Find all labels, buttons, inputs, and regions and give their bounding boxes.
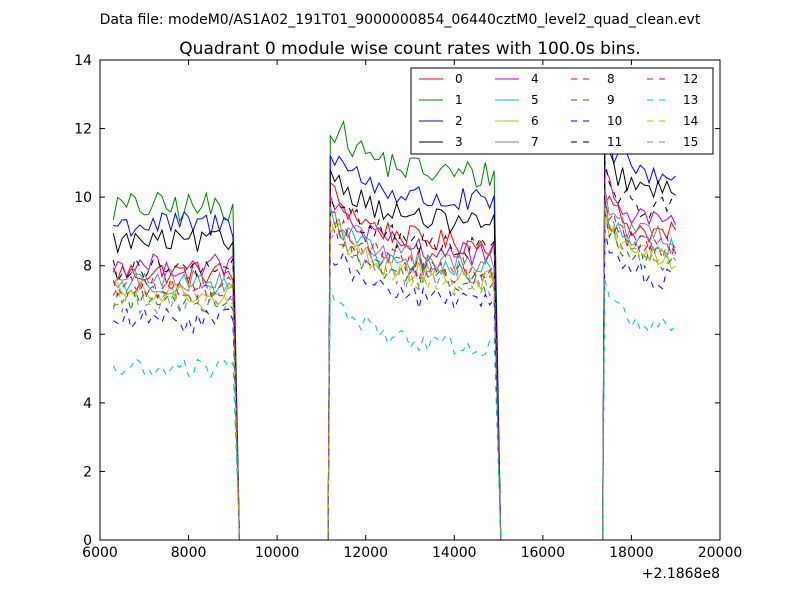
series-line-3	[112, 140, 676, 541]
legend-label-7: 7	[531, 135, 539, 149]
series-line-0	[112, 181, 677, 541]
y-tick-label: 6	[83, 327, 92, 343]
legend-label-15: 15	[683, 135, 698, 149]
x-tick-label: 8000	[171, 545, 207, 561]
x-axis: 6000 8000 10000 12000 14000 16000 18000 20000	[82, 60, 742, 561]
legend-label-6: 6	[531, 114, 539, 128]
legend-label-8: 8	[607, 72, 615, 86]
series-line-12	[112, 199, 677, 541]
legend-box	[410, 67, 714, 155]
legend-label-9: 9	[607, 93, 615, 107]
series-line-14	[112, 207, 676, 541]
legend-label-3: 3	[455, 135, 463, 149]
x-tick-label: 20000	[698, 545, 743, 561]
y-tick-label: 8	[83, 259, 92, 275]
legend-label-12: 12	[683, 72, 698, 86]
series-line-7	[112, 187, 677, 541]
legend-label-0: 0	[455, 72, 463, 86]
chart-suptitle: Data file: modeM0/AS1A02_191T01_90000008…	[100, 12, 701, 28]
plot-frame	[99, 59, 721, 541]
y-tick-label: 14	[74, 53, 92, 69]
legend-label-13: 13	[683, 93, 698, 107]
series-line-4	[112, 168, 677, 541]
y-tick-label: 10	[74, 190, 92, 206]
x-tick-label: 10000	[255, 545, 300, 561]
series-line-6	[113, 207, 676, 541]
series-line-10	[113, 229, 676, 541]
x-tick-label: 6000	[82, 545, 118, 561]
x-offset-label: +2.1868e8	[642, 566, 720, 582]
x-tick-label: 16000	[521, 545, 566, 561]
legend-label-1: 1	[455, 93, 463, 107]
series-line-11	[112, 161, 677, 541]
legend-label-4: 4	[531, 72, 539, 86]
chart-title: Quadrant 0 module wise count rates with …	[179, 39, 640, 59]
legend-label-14: 14	[683, 114, 698, 128]
y-tick-label: 2	[83, 464, 92, 480]
legend-label-11: 11	[607, 135, 622, 149]
x-tick-label: 12000	[343, 545, 388, 561]
y-tick-label: 0	[83, 533, 92, 549]
x-tick-label: 18000	[609, 545, 654, 561]
y-tick-label: 12	[74, 122, 92, 138]
legend-label-5: 5	[531, 93, 539, 107]
series-layer	[112, 99, 677, 541]
x-tick-label: 14000	[432, 545, 477, 561]
y-tick-label: 4	[83, 396, 92, 412]
legend-label-2: 2	[455, 114, 463, 128]
legend-label-10: 10	[607, 114, 622, 128]
